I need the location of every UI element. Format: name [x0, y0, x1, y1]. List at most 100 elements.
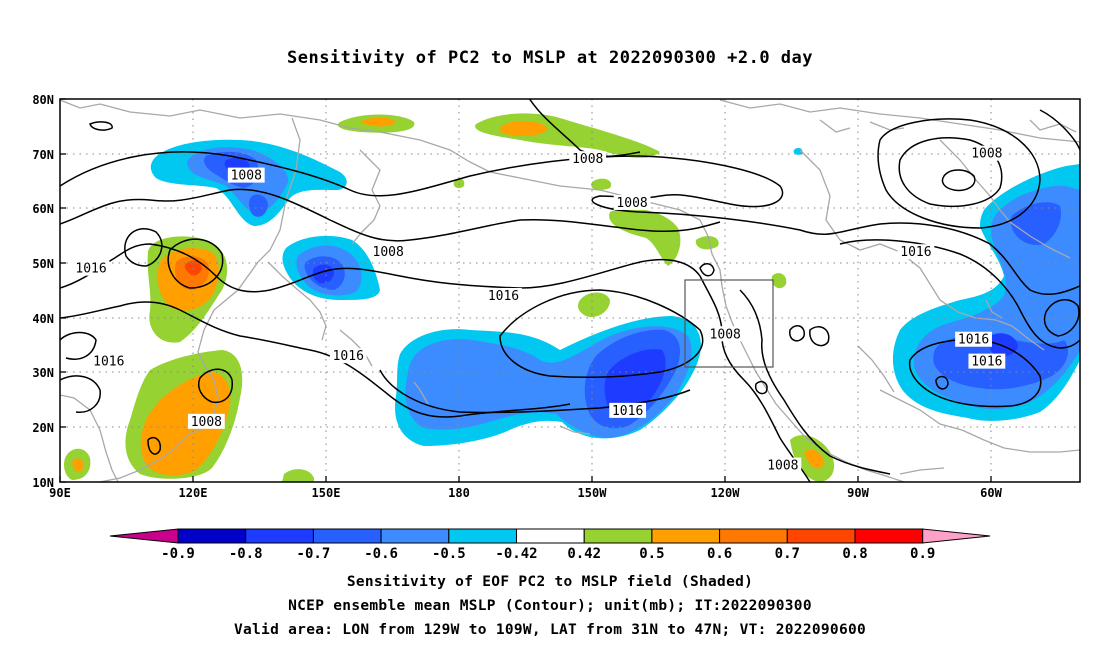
contour-label: 1008	[706, 326, 744, 342]
contour-label-bg	[968, 145, 1006, 161]
contour-label-bg	[90, 353, 128, 369]
colorbar-swatch	[583, 528, 653, 544]
caption-line-2: NCEP ensemble mean MSLP (Contour); unit(…	[288, 598, 812, 614]
y-tick-label: 20N	[32, 421, 54, 435]
contour-label: 1008	[569, 151, 607, 167]
colorbar-swatch	[448, 528, 517, 544]
isobar	[739, 289, 891, 475]
colorbar-label: 0.42	[567, 546, 601, 562]
isobar	[699, 263, 715, 277]
x-tick-label: 120E	[179, 486, 208, 500]
colorbar-swatch	[786, 528, 856, 544]
contour-label-bg	[227, 167, 265, 183]
contour-label: 1008	[764, 457, 802, 474]
contour-label: 1016	[897, 244, 935, 260]
contour-label-bg	[764, 457, 802, 473]
isobar	[60, 188, 721, 242]
shade-green	[771, 273, 787, 289]
isobar	[167, 238, 224, 289]
colorbar-swatch	[651, 528, 721, 544]
colorbar-label: 0.5	[639, 546, 664, 562]
x-tick-label: 120W	[711, 486, 741, 500]
x-tick-label: 90E	[49, 486, 71, 500]
y-tick-label: 30N	[32, 366, 54, 380]
shade-orange	[499, 120, 548, 136]
colorbar-swatch	[312, 528, 382, 544]
shade-green	[282, 469, 314, 482]
contour-label-bg	[955, 331, 992, 347]
x-tick-label: 180	[448, 486, 470, 500]
isobar	[60, 243, 701, 293]
contour-label: 1016	[968, 353, 1006, 370]
colorbar-swatch	[854, 528, 924, 544]
contour-label-text: 1008	[191, 415, 222, 430]
contour-label-bg	[369, 244, 407, 260]
contour-label: 1016	[72, 260, 110, 277]
shade-green	[591, 178, 612, 190]
shade-orange	[140, 372, 231, 476]
colorbar-label: -0.42	[495, 546, 537, 562]
y-tick-label: 50N	[32, 257, 54, 271]
isobar	[147, 436, 162, 455]
contour-label: 1016	[485, 287, 522, 304]
colorbar-label: 0.7	[775, 546, 800, 562]
contour-label-text: 1016	[900, 245, 931, 260]
isobar	[1039, 109, 1080, 151]
mslp-contours	[60, 99, 1080, 482]
contour-label-text: 1008	[616, 196, 647, 211]
isobar	[1043, 299, 1080, 337]
isobar	[877, 118, 1041, 229]
contour-label-text: 1008	[572, 152, 603, 167]
isobar	[699, 275, 811, 482]
colorbar-label: 0.6	[707, 546, 732, 562]
contour-label: 1008	[187, 413, 225, 430]
y-tick-label: 80N	[32, 93, 54, 107]
graticule	[60, 99, 1080, 482]
colorbar-swatch	[516, 528, 585, 544]
x-axis-labels: 90E 120E 150E 180 150W 120W 90W 60W	[49, 486, 1002, 500]
x-tick-label: 150W	[578, 486, 608, 500]
colorbar-swatch	[177, 528, 247, 544]
colorbar: -0.9 -0.8 -0.7 -0.6 -0.5 -0.42 0.42 0.5 0.6 0.7 0.…	[109, 528, 991, 562]
caption-line-1: Sensitivity of EOF PC2 to MSLP field (Sh…	[346, 574, 754, 590]
colorbar-label: -0.5	[432, 546, 466, 562]
contour-label-text: 1016	[333, 349, 364, 364]
isobar	[789, 325, 805, 342]
contour-label-bg	[609, 402, 647, 418]
isobar	[839, 239, 1080, 349]
contour-label-text: 1008	[767, 459, 798, 474]
contour-label-text: 1016	[75, 262, 106, 277]
shade-orange	[804, 449, 824, 469]
colorbar-label: -0.6	[364, 546, 398, 562]
isobar	[60, 331, 97, 360]
contour-label-bg	[613, 194, 651, 210]
isobar	[60, 375, 101, 413]
contour-label: 1008	[968, 145, 1006, 162]
isobar	[809, 326, 830, 347]
contour-label-bg	[187, 413, 225, 429]
colorbar-swatch	[719, 528, 788, 544]
colorbar-swatch	[245, 528, 314, 544]
colorbar-label: 0.8	[842, 546, 867, 562]
shade-orange	[360, 117, 396, 127]
contour-label: 1008	[613, 194, 651, 211]
tick-marks	[59, 98, 992, 483]
contour-label-text: 1016	[612, 404, 643, 419]
colorbar-label: -0.7	[297, 546, 331, 562]
contour-label-text: 1016	[971, 355, 1002, 370]
x-tick-label: 90W	[847, 486, 869, 500]
caption-line-3: Valid area: LON from 129W to 109W, LAT f…	[233, 622, 867, 638]
contour-label-bg	[706, 326, 744, 342]
contour-label-text: 1008	[971, 147, 1002, 162]
shade-navy	[312, 264, 334, 284]
colorbar-swatch	[380, 528, 450, 544]
shade-green	[453, 178, 465, 189]
isobar	[754, 380, 768, 395]
valid-area-box	[684, 279, 774, 368]
y-tick-label: 40N	[32, 312, 54, 326]
contour-label-bg	[485, 287, 522, 303]
colorbar-label: -0.9	[161, 546, 195, 562]
contour-label-bg	[329, 348, 367, 364]
map-title: Sensitivity of PC2 to MSLP at 2022090300…	[286, 48, 813, 68]
